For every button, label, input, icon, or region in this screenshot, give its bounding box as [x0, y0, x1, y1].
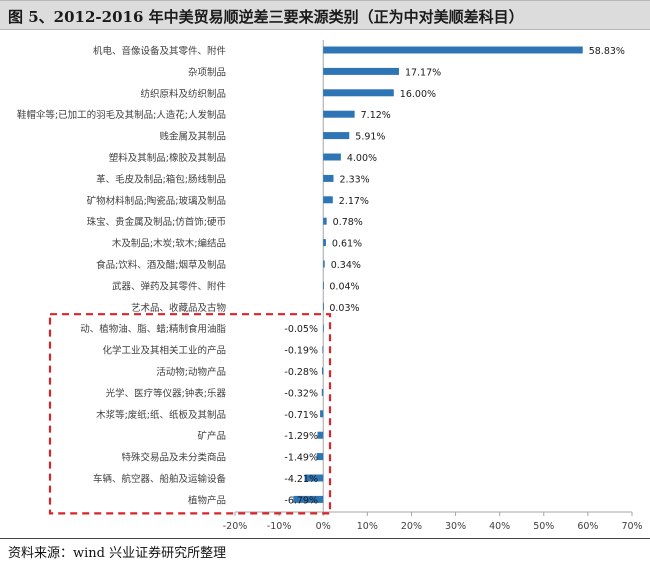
category-label: 食品;饮料、酒及醋;烟草及制品	[96, 259, 226, 271]
x-tick-label: -20%	[223, 521, 248, 532]
data-label: 0.34%	[331, 260, 361, 271]
x-tick-label: 50%	[533, 521, 554, 532]
bar	[323, 239, 326, 247]
category-label: 武器、弹药及其零件、附件	[112, 280, 227, 292]
bar	[323, 46, 583, 54]
category-label: 活动物;动物产品	[156, 366, 226, 378]
data-label: 0.78%	[333, 217, 363, 228]
bar	[323, 132, 350, 140]
bar	[293, 495, 324, 503]
bar	[323, 174, 334, 182]
bar	[323, 303, 325, 311]
bar	[323, 110, 355, 118]
bar	[323, 153, 341, 161]
chart-title: 图 5、2012-2016 年中美贸易顺逆差三要来源类别（正为中对美顺差科目）	[8, 8, 524, 26]
category-label: 珠宝、贵金属及制品;仿首饰;硬币	[87, 216, 226, 228]
category-label: 塑料及其制品;橡胶及其制品	[109, 152, 226, 164]
category-label: 贱金属及其制品	[159, 131, 226, 143]
data-label: -0.71%	[284, 410, 318, 421]
category-label: 杂项制品	[188, 66, 226, 78]
data-label: -4.21%	[284, 474, 318, 485]
bar	[323, 196, 333, 204]
data-label: 17.17%	[405, 67, 441, 78]
bar	[322, 346, 324, 354]
data-label: 58.83%	[589, 46, 625, 57]
chart-area: 机电、音像设备及其零件、附件 58.83% 杂项制品 17.17% 纺织原料及纺织制品 1…	[0, 30, 650, 536]
data-label: -6.79%	[284, 495, 318, 506]
bar	[323, 281, 325, 289]
category-label: 植物产品	[188, 494, 226, 506]
x-tick-label: 40%	[489, 521, 510, 532]
source-divider	[0, 538, 650, 539]
category-label: 革、毛皮及制品;箱包;肠线制品	[96, 173, 226, 185]
bar	[323, 324, 324, 332]
bar	[323, 89, 394, 97]
bar	[320, 410, 324, 418]
data-label: 2.17%	[339, 196, 369, 207]
data-label: 0.04%	[329, 281, 359, 292]
category-label: 木浆等;废纸;纸、纸板及其制品	[96, 409, 226, 421]
x-tick-label: 0%	[316, 521, 331, 532]
x-tick-label: 60%	[577, 521, 598, 532]
highlight-box	[48, 313, 332, 515]
x-tick-label: -10%	[267, 521, 292, 532]
category-label: 动、植物油、脂、蜡;精制食用油脂	[80, 323, 226, 335]
bar	[323, 260, 325, 268]
x-tick-label: 30%	[445, 521, 466, 532]
data-label: 2.33%	[340, 174, 370, 185]
bar	[321, 388, 324, 396]
bar-chart: 机电、音像设备及其零件、附件 58.83% 杂项制品 17.17% 纺织原料及纺织制品 1…	[17, 40, 643, 532]
bar	[317, 431, 324, 439]
bar	[304, 474, 324, 482]
data-label: -0.19%	[284, 346, 318, 357]
data-label: -1.29%	[284, 431, 318, 442]
category-label: 艺术品、收藏品及古物	[131, 302, 227, 314]
category-label: 木及制品;木炭;软木;编结品	[112, 238, 226, 250]
bar	[321, 367, 324, 375]
category-label: 车辆、航空器、船舶及运输设备	[93, 473, 227, 485]
category-label: 矿物材料制品;陶瓷品;玻璃及制品	[87, 195, 226, 207]
x-tick-label: 10%	[357, 521, 378, 532]
data-label: -0.28%	[284, 367, 318, 378]
data-label: 4.00%	[347, 153, 377, 164]
category-label: 纺织原料及纺织制品	[140, 88, 226, 100]
x-tick-label: 70%	[621, 521, 642, 532]
category-label: 特殊交易品及未分类商品	[121, 452, 226, 464]
data-label: -0.05%	[284, 324, 318, 335]
data-label: 0.03%	[329, 303, 359, 314]
category-label: 矿产品	[197, 430, 226, 442]
data-label: 16.00%	[400, 89, 436, 100]
category-label: 机电、音像设备及其零件、附件	[93, 45, 227, 57]
data-label: 5.91%	[355, 132, 385, 143]
data-label: -1.49%	[284, 453, 318, 464]
source-note: 资料来源：wind 兴业证券研究所整理	[8, 546, 227, 561]
bar	[323, 67, 399, 75]
title-bar: 图 5、2012-2016 年中美贸易顺逆差三要来源类别（正为中对美顺差科目）	[0, 0, 650, 30]
data-label: 0.61%	[332, 239, 362, 250]
category-label: 化学工业及其相关工业的产品	[102, 345, 226, 357]
category-label: 鞋帽伞等;已加工的羽毛及其制品;人造花;人发制品	[17, 109, 226, 121]
data-label: 7.12%	[361, 110, 391, 121]
x-tick-label: 20%	[401, 521, 422, 532]
bar	[323, 217, 327, 225]
data-label: -0.32%	[284, 388, 318, 399]
category-label: 光学、医疗等仪器;钟表;乐器	[106, 387, 227, 399]
bar	[316, 453, 324, 461]
